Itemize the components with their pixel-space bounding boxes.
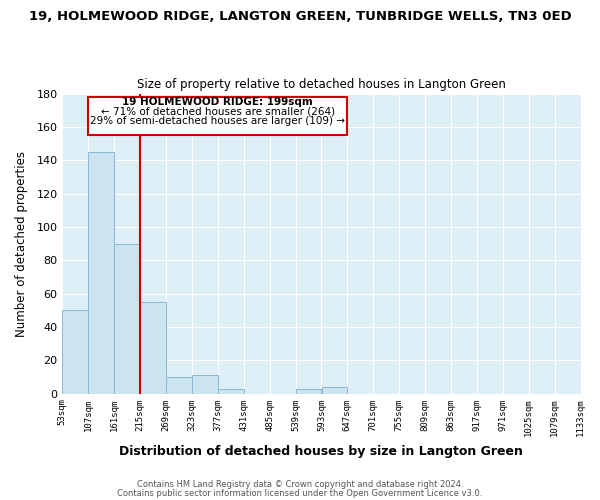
Text: Contains public sector information licensed under the Open Government Licence v3: Contains public sector information licen… [118, 488, 482, 498]
Text: ← 71% of detached houses are smaller (264): ← 71% of detached houses are smaller (26… [101, 106, 335, 116]
Text: Contains HM Land Registry data © Crown copyright and database right 2024.: Contains HM Land Registry data © Crown c… [137, 480, 463, 489]
FancyBboxPatch shape [88, 97, 347, 135]
Bar [296, 388, 321, 394]
Bar [114, 244, 140, 394]
Bar [62, 310, 88, 394]
Text: 19, HOLMEWOOD RIDGE, LANGTON GREEN, TUNBRIDGE WELLS, TN3 0ED: 19, HOLMEWOOD RIDGE, LANGTON GREEN, TUNB… [29, 10, 571, 23]
Bar [192, 376, 218, 394]
Bar [166, 377, 192, 394]
Y-axis label: Number of detached properties: Number of detached properties [15, 150, 28, 336]
X-axis label: Distribution of detached houses by size in Langton Green: Distribution of detached houses by size … [119, 444, 523, 458]
Bar [322, 387, 347, 394]
Bar [88, 152, 114, 394]
Title: Size of property relative to detached houses in Langton Green: Size of property relative to detached ho… [137, 78, 506, 91]
Text: 19 HOLMEWOOD RIDGE: 199sqm: 19 HOLMEWOOD RIDGE: 199sqm [122, 97, 313, 107]
Bar [140, 302, 166, 394]
Bar [218, 388, 244, 394]
Text: 29% of semi-detached houses are larger (109) →: 29% of semi-detached houses are larger (… [90, 116, 345, 126]
